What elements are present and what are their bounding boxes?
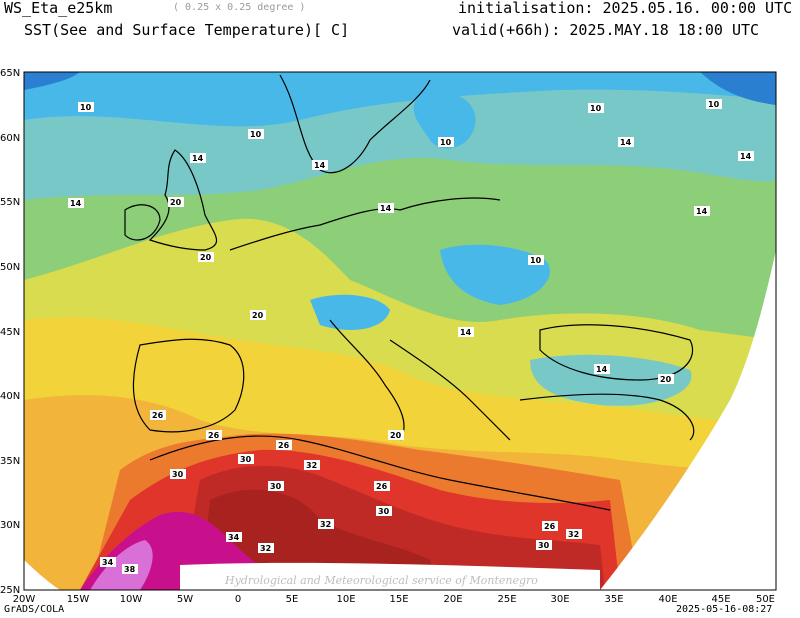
contour-label: 32 xyxy=(320,520,331,529)
coast-africa xyxy=(149,435,611,511)
lon-label: 25E xyxy=(497,594,516,605)
band-38 xyxy=(90,540,153,590)
contour-label: 20 xyxy=(200,253,212,262)
contour-label: 14 xyxy=(192,154,204,163)
contour-label: 10 xyxy=(708,100,720,109)
valid-time: valid(+66h): 2025.MAY.18 18:00 UTC xyxy=(452,21,760,39)
software-credit: GrADS/COLA xyxy=(4,604,65,615)
lat-label: 35N xyxy=(0,456,20,467)
lon-label: 35E xyxy=(604,594,623,605)
field-title: SST(See and Surface Temperature)[ C] xyxy=(24,21,350,39)
outside-south xyxy=(24,560,60,590)
contour-label: 14 xyxy=(696,207,708,216)
lat-label: 55N xyxy=(0,197,20,208)
contour-label: 14 xyxy=(740,152,752,161)
render-timestamp: 2025-05-16-08:27 xyxy=(676,604,773,615)
contour-label: 10 xyxy=(590,104,602,113)
lon-label: 15E xyxy=(389,594,408,605)
contour-label: 14 xyxy=(380,204,392,213)
lon-label: 40E xyxy=(658,594,677,605)
lon-label: 15W xyxy=(67,594,90,605)
contour-labels: 10 10 14 14 20 20 20 14 14 10 10 10 10 1… xyxy=(68,99,754,574)
contour-label: 26 xyxy=(278,441,290,450)
coast-europe xyxy=(229,197,501,251)
resolution-note: ( 0.25 x 0.25 degree ) xyxy=(173,2,306,13)
contour-label: 30 xyxy=(270,482,282,491)
contour-label: 32 xyxy=(568,530,579,539)
contour-label: 30 xyxy=(240,455,252,464)
lat-label: 40N xyxy=(0,391,20,402)
contour-label: 34 xyxy=(228,533,240,542)
outside-strip xyxy=(180,562,600,590)
lon-label: 0 xyxy=(235,594,241,605)
lon-label: 10W xyxy=(120,594,143,605)
contour-label: 26 xyxy=(376,482,388,491)
coast-balkans xyxy=(389,339,511,441)
patch-alps xyxy=(310,294,390,330)
contour-label: 32 xyxy=(306,461,317,470)
lat-label: 45N xyxy=(0,327,20,338)
contour-label: 32 xyxy=(260,544,271,553)
contour-label: 14 xyxy=(460,328,472,337)
contour-label: 14 xyxy=(596,365,608,374)
lat-label: 25N xyxy=(0,585,20,596)
coast-blacksea xyxy=(539,324,694,381)
model-name: WS_Eta_e25km xyxy=(4,0,113,17)
contour-label: 30 xyxy=(172,470,184,479)
coast-ireland xyxy=(124,204,161,241)
contour-label: 30 xyxy=(538,541,550,550)
lon-label: 20W xyxy=(13,594,36,605)
lat-axis: 65N 60N 55N 50N 45N 40N 35N 30N 25N xyxy=(0,68,20,596)
coast-iberia xyxy=(132,338,245,433)
contour-label: 20 xyxy=(252,311,264,320)
contour-label: 10 xyxy=(80,103,92,112)
contour-label: 26 xyxy=(152,411,164,420)
contour-label: 20 xyxy=(170,198,182,207)
lat-label: 60N xyxy=(0,133,20,144)
patch-balt xyxy=(413,91,476,149)
lat-label: 65N xyxy=(0,68,20,79)
contour-label: 30 xyxy=(378,507,390,516)
contour-label: 20 xyxy=(660,375,672,384)
coast-scandinavia xyxy=(279,74,431,174)
patch-turkey xyxy=(530,354,692,406)
contour-label: 14 xyxy=(314,161,326,170)
lon-label: 30E xyxy=(550,594,569,605)
watermark: Hydrological and Meteorological service … xyxy=(224,574,538,587)
contour-label: 38 xyxy=(124,565,136,574)
contour-label: 20 xyxy=(390,431,402,440)
initialisation-time: initialisation: 2025.05.16. 00:00 UTC xyxy=(458,0,793,17)
contour-label: 10 xyxy=(440,138,452,147)
lat-label: 30N xyxy=(0,520,20,531)
lon-label: 50E xyxy=(756,594,775,605)
map-frame xyxy=(23,71,777,591)
coast-britain xyxy=(148,149,218,251)
contour-label: 34 xyxy=(102,558,114,567)
lon-label: 20E xyxy=(443,594,462,605)
patch-carpath xyxy=(440,244,550,305)
lon-label: 5W xyxy=(177,594,193,605)
lon-axis: 20W 15W 10W 5W 0 5E 10E 15E 20E 25E 30E … xyxy=(13,594,775,605)
contour-label: 10 xyxy=(250,130,262,139)
outside-domain xyxy=(600,250,776,590)
contour-label: 26 xyxy=(208,431,220,440)
contour-label: 14 xyxy=(620,138,632,147)
lat-label: 50N xyxy=(0,262,20,273)
contour-label: 10 xyxy=(530,256,542,265)
contour-label: 26 xyxy=(544,522,556,531)
lon-label: 10E xyxy=(336,594,355,605)
lon-label: 5E xyxy=(286,594,299,605)
contour-label: 14 xyxy=(70,199,82,208)
coast-italy xyxy=(329,319,405,441)
coast-turkey xyxy=(519,393,695,441)
lon-label: 45E xyxy=(711,594,730,605)
